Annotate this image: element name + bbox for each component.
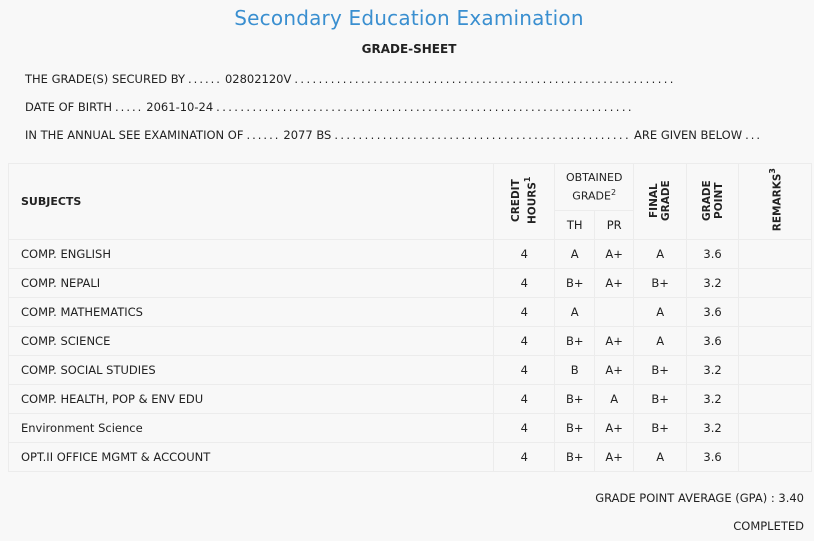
final-grade-cell: B+ — [633, 413, 688, 443]
credit-hours-cell: 4 — [493, 384, 556, 414]
subject-cell: OPT.II OFFICE MGMT & ACCOUNT — [7, 442, 495, 472]
gpa-value: 3.40 — [778, 491, 804, 505]
table-row: COMP. NEPALI 4 B+ A+ B+ 3.2 — [7, 268, 812, 298]
final-grade-header: FINAL GRADE — [633, 163, 688, 240]
remarks-cell — [738, 442, 812, 472]
subject-cell: COMP. SCIENCE — [7, 326, 495, 356]
pr-grade-cell — [594, 297, 635, 327]
credit-hours-cell: 4 — [493, 413, 556, 443]
th-grade-cell: B+ — [554, 413, 596, 443]
grade-point-cell: 3.6 — [686, 442, 740, 472]
page-title: Secondary Education Examination — [234, 6, 584, 30]
table-row: COMP. HEALTH, POP & ENV EDU 4 B+ A B+ 3.2 — [7, 384, 812, 414]
dot-leader: ... — [745, 128, 763, 142]
grades-table: SUBJECTS CREDIT HOURS1 OBTAINED GRADE2 F… — [7, 163, 812, 472]
grade-sheet-heading: GRADE-SHEET — [361, 42, 457, 56]
credit-hours-cell: 4 — [493, 268, 556, 298]
grade-point-cell: 3.6 — [686, 297, 740, 327]
table-row: COMP. SOCIAL STUDIES 4 B A+ B+ 3.2 — [7, 355, 812, 385]
pr-grade-cell: A+ — [594, 355, 635, 385]
dot-leader: ..... — [115, 100, 144, 114]
final-grade-cell: B+ — [633, 268, 688, 298]
grade-point-cell: 3.2 — [686, 384, 740, 414]
pr-grade-cell: A — [594, 384, 635, 414]
exam-line: IN THE ANNUAL SEE EXAMINATION OF...... 20… — [25, 128, 765, 142]
table-row: COMP. SCIENCE 4 B+ A+ A 3.6 — [7, 326, 812, 356]
th-grade-cell: B+ — [554, 326, 596, 356]
pr-grade-cell: A+ — [594, 326, 635, 356]
table-row: OPT.II OFFICE MGMT & ACCOUNT 4 B+ A+ A 3.6 — [7, 442, 812, 472]
th-header: TH — [554, 210, 596, 240]
credit-hours-cell: 4 — [493, 442, 556, 472]
grade-point-cell: 3.2 — [686, 413, 740, 443]
subheader-row: TH PR — [9, 210, 812, 240]
credit-hours-header: CREDIT HOURS1 — [493, 163, 556, 240]
gpa-label: GRADE POINT AVERAGE (GPA) : — [595, 491, 775, 505]
secured-by-label: THE GRADE(S) SECURED BY — [25, 72, 186, 86]
credit-hours-cell: 4 — [493, 239, 556, 269]
final-grade-cell: A — [633, 442, 688, 472]
table-row: Environment Science 4 B+ A+ B+ 3.2 — [7, 413, 812, 443]
pr-grade-cell: A+ — [594, 413, 635, 443]
grade-point-cell: 3.2 — [686, 355, 740, 385]
grade-point-cell: 3.2 — [686, 268, 740, 298]
pr-header: PR — [594, 210, 635, 240]
dot-leader: ........................................… — [294, 72, 676, 86]
exam-label: IN THE ANNUAL SEE EXAMINATION OF — [25, 128, 244, 142]
dob-label: DATE OF BIRTH — [25, 100, 113, 114]
dot-leader: ........................................… — [334, 128, 632, 142]
subject-cell: COMP. ENGLISH — [7, 239, 495, 269]
obtained-grade-header: OBTAINED GRADE2 — [554, 163, 635, 211]
remarks-cell — [738, 355, 812, 385]
symbol-number: 02802120V — [224, 72, 292, 86]
th-grade-cell: A — [554, 239, 596, 269]
subject-cell: COMP. SOCIAL STUDIES — [7, 355, 495, 385]
th-grade-cell: B+ — [554, 268, 596, 298]
th-grade-cell: B+ — [554, 442, 596, 472]
credit-hours-cell: 4 — [493, 297, 556, 327]
subject-cell: COMP. NEPALI — [7, 268, 495, 298]
remarks-cell — [738, 297, 812, 327]
pr-grade-cell: A+ — [594, 442, 635, 472]
table-row: COMP. MATHEMATICS 4 A A 3.6 — [7, 297, 812, 327]
credit-hours-cell: 4 — [493, 355, 556, 385]
dot-leader: ...... — [246, 128, 281, 142]
subjects-header: SUBJECTS — [7, 163, 495, 240]
date-of-birth-line: DATE OF BIRTH..... 2061-10-24............… — [25, 100, 637, 114]
remarks-cell — [738, 268, 812, 298]
final-grade-cell: B+ — [633, 384, 688, 414]
grade-point-header: GRADE POINT — [686, 163, 740, 240]
subject-cell: COMP. HEALTH, POP & ENV EDU — [7, 384, 495, 414]
credit-hours-cell: 4 — [493, 326, 556, 356]
grade-point-cell: 3.6 — [686, 239, 740, 269]
remarks-cell — [738, 384, 812, 414]
gpa-line: GRADE POINT AVERAGE (GPA) : 3.40 — [595, 491, 804, 505]
remarks-cell — [738, 239, 812, 269]
th-grade-cell: A — [554, 297, 596, 327]
dob-value: 2061-10-24 — [146, 100, 214, 114]
remarks-cell — [738, 326, 812, 356]
pr-grade-cell: A+ — [594, 239, 635, 269]
final-grade-cell: A — [633, 297, 688, 327]
subject-cell: Environment Science — [7, 413, 495, 443]
final-grade-cell: B+ — [633, 355, 688, 385]
dot-leader: ...... — [188, 72, 222, 86]
subject-cell: COMP. MATHEMATICS — [7, 297, 495, 327]
table-row: COMP. ENGLISH 4 A A+ A 3.6 — [7, 239, 812, 269]
final-grade-cell: A — [633, 326, 688, 356]
exam-suffix: ARE GIVEN BELOW — [634, 128, 743, 142]
dot-leader: ........................................… — [216, 100, 634, 114]
final-grade-cell: A — [633, 239, 688, 269]
status-text: COMPLETED — [733, 519, 804, 533]
remarks-header: REMARKS3 — [738, 163, 812, 240]
secured-by-line: THE GRADE(S) SECURED BY...... 02802120V..… — [25, 72, 679, 86]
grade-point-cell: 3.6 — [686, 326, 740, 356]
remarks-cell — [738, 413, 812, 443]
pr-grade-cell: A+ — [594, 268, 635, 298]
th-grade-cell: B — [554, 355, 596, 385]
header-row: SUBJECTS CREDIT HOURS1 OBTAINED GRADE2 F… — [7, 163, 812, 240]
exam-year: 2077 BS — [283, 128, 332, 142]
th-grade-cell: B+ — [554, 384, 596, 414]
